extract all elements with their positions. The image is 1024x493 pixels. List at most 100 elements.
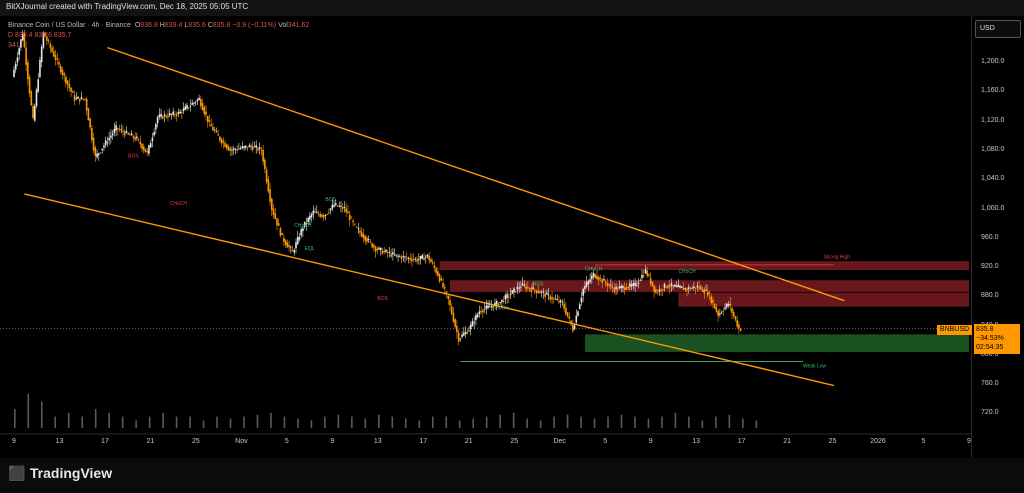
candle-body-62 — [120, 129, 123, 131]
candle-body-411 — [724, 307, 726, 310]
candle-body-366 — [646, 270, 649, 276]
candle-body-414 — [729, 303, 732, 306]
candle-body-395 — [696, 285, 699, 288]
candle-body-416 — [732, 311, 735, 317]
candle-body-153 — [277, 223, 280, 226]
candle-body-7 — [25, 47, 27, 65]
candle-body-77 — [146, 151, 149, 153]
candle-body-192 — [345, 208, 347, 213]
candle-body-17 — [42, 32, 45, 48]
indicator-legend-1[interactable]: D 835.4 835.6 835.7 — [8, 32, 72, 39]
candle-body-14 — [37, 79, 40, 92]
structure-label-6: CHoCH — [492, 305, 510, 311]
volume-bar-41 — [566, 414, 569, 428]
candle-body-262 — [466, 332, 469, 334]
candle-body-410 — [722, 310, 725, 312]
candle-body-243 — [433, 265, 436, 269]
candle-body-293 — [520, 286, 522, 288]
candle-body-179 — [322, 215, 325, 218]
candle-body-156 — [283, 237, 285, 242]
candle-body-403 — [710, 296, 713, 303]
candle-body-58 — [113, 128, 116, 133]
candle-body-402 — [708, 292, 711, 294]
candle-body-28 — [61, 69, 64, 75]
candle-body-78 — [148, 145, 150, 154]
candle-body-279 — [495, 300, 498, 305]
candle-body-46 — [92, 137, 95, 151]
candle-body-263 — [468, 330, 470, 332]
candle-body-41 — [84, 98, 86, 100]
candle-body-42 — [85, 98, 88, 111]
candle-body-120 — [220, 139, 223, 144]
candle-body-406 — [715, 307, 718, 312]
candle-body-235 — [419, 256, 422, 260]
candle-body-230 — [411, 258, 413, 262]
snapshot-caption: BitXJournal created with TradingView.com… — [6, 2, 249, 11]
candle-body-8 — [27, 62, 29, 80]
candle-body-139 — [253, 146, 256, 148]
indicator-legend-2[interactable]: 341 — [8, 42, 20, 49]
supply-zone-2 — [678, 292, 969, 307]
volume-value: 341.62 — [287, 22, 310, 29]
candle-body-68 — [130, 133, 133, 136]
candle-body-275 — [488, 306, 491, 308]
candle-body-15 — [39, 59, 41, 77]
candle-body-310 — [549, 296, 552, 300]
candle-body-300 — [532, 287, 534, 290]
price-chart[interactable]: CHoCH BOS BOS BOS EQL CHoCH CHoCH BOS CHoCH CHoCH… — [0, 16, 971, 458]
candle-body-112 — [206, 115, 209, 123]
time-tick-label-4: 25 — [192, 438, 200, 445]
time-tick-label-6: 5 — [285, 438, 289, 445]
candle-body-54 — [106, 142, 109, 144]
close-value: 835.8 — [212, 22, 231, 29]
candle-body-377 — [665, 286, 668, 288]
candle-body-126 — [231, 149, 233, 151]
volume-bar-34 — [472, 418, 474, 428]
volume-bar-3 — [54, 416, 57, 428]
candle-body-245 — [437, 271, 439, 276]
candle-body-331 — [585, 282, 588, 287]
candle-body-130 — [238, 148, 240, 150]
candle-body-289 — [513, 288, 515, 293]
candle-body-281 — [499, 302, 501, 303]
candle-body-209 — [374, 246, 377, 252]
candle-body-237 — [423, 257, 425, 261]
volume-bar-18 — [256, 414, 259, 428]
time-tick-label-1: 13 — [56, 438, 64, 445]
candle-body-89 — [167, 115, 169, 118]
candle-body-333 — [589, 279, 591, 282]
candle-body-0 — [13, 69, 15, 77]
price-tick-label: 800.0 — [981, 350, 999, 358]
structure-label-4: EQL — [305, 246, 315, 252]
candle-body-51 — [101, 148, 104, 151]
currency-button[interactable]: USD — [975, 20, 1021, 38]
candle-body-30 — [65, 76, 67, 84]
candle-body-393 — [693, 286, 695, 288]
candle-body-220 — [393, 254, 396, 256]
candle-body-219 — [392, 252, 394, 255]
candle-body-157 — [284, 240, 287, 245]
candle-body-137 — [250, 146, 252, 148]
candle-body-105 — [194, 102, 197, 104]
candle-body-133 — [243, 146, 245, 148]
price-tick-label: 960.0 — [981, 233, 999, 241]
candle-body-285 — [506, 294, 508, 298]
candle-body-131 — [239, 148, 242, 150]
symbol-description[interactable]: Binance Coin / US Dollar · 4h · Binance — [8, 22, 131, 29]
candle-body-267 — [475, 315, 477, 321]
volume-bar-20 — [283, 416, 286, 428]
candle-body-75 — [142, 146, 145, 151]
time-tick-label-9: 17 — [419, 438, 427, 445]
last-price: 835.8 — [976, 326, 994, 333]
candle-body-193 — [347, 211, 349, 214]
chart-background — [0, 16, 971, 458]
candle-body-22 — [51, 47, 53, 52]
tradingview-logo[interactable]: ⬛ TradingView — [8, 465, 112, 482]
price-axis[interactable]: 720.0760.0800.0840.0880.0920.0960.01,000… — [971, 16, 1024, 458]
volume-bar-9 — [135, 420, 137, 428]
structure-label-0: CHoCH — [170, 201, 188, 207]
candle-body-39 — [80, 96, 83, 99]
candle-body-154 — [279, 228, 282, 236]
candle-body-138 — [251, 146, 254, 150]
candle-body-370 — [653, 285, 655, 292]
